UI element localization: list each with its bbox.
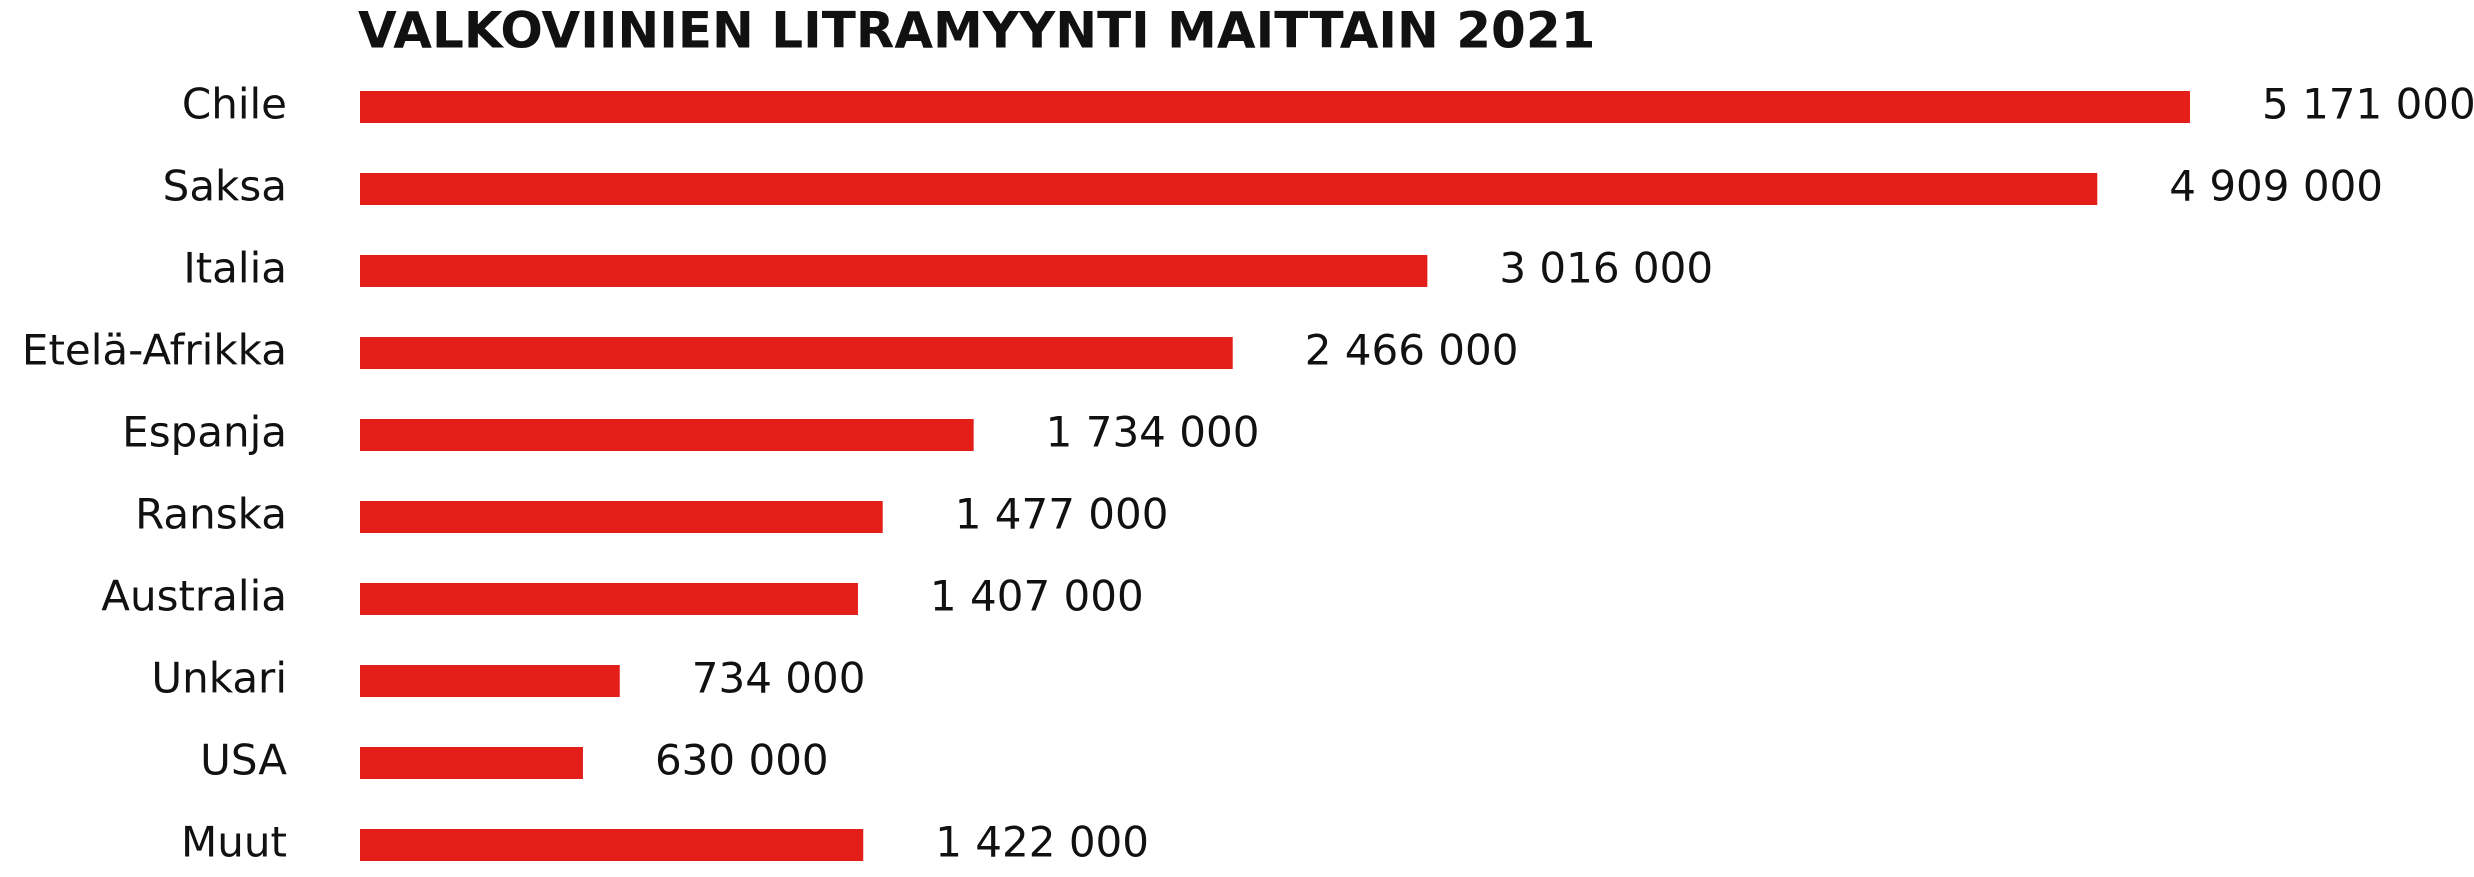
- value-label: 4 909 000: [2169, 162, 2383, 211]
- value-label: 2 466 000: [1305, 326, 1519, 375]
- value-label: 5 171 000: [2262, 80, 2474, 129]
- category-label: USA: [200, 736, 287, 785]
- value-label: 3 016 000: [1499, 244, 1713, 293]
- value-label: 734 000: [692, 654, 866, 703]
- value-label: 1 422 000: [935, 818, 1149, 867]
- category-label: Ranska: [135, 490, 287, 539]
- bar: [360, 337, 1233, 369]
- value-label: 1 734 000: [1046, 408, 1260, 457]
- bar: [360, 665, 620, 697]
- bar: [360, 583, 858, 615]
- bar: [360, 173, 2098, 205]
- bar: [360, 501, 883, 533]
- bar: [360, 829, 864, 861]
- category-label: Italia: [183, 244, 287, 293]
- bar: [360, 419, 974, 451]
- category-label: Australia: [101, 572, 287, 621]
- category-label: Saksa: [163, 162, 287, 211]
- value-label: 630 000: [655, 736, 829, 785]
- bar: [360, 747, 583, 779]
- bar: [360, 255, 1428, 287]
- category-label: Unkari: [151, 654, 287, 703]
- category-label: Chile: [182, 80, 287, 129]
- category-label: Espanja: [122, 408, 287, 457]
- category-label: Muut: [181, 818, 287, 867]
- bar: [360, 91, 2190, 123]
- chart-title: VALKOVIINIEN LITRAMYYNTI MAITTAIN 2021: [358, 2, 1595, 60]
- category-label: Etelä-Afrikka: [22, 326, 287, 375]
- value-label: 1 477 000: [955, 490, 1169, 539]
- value-label: 1 407 000: [930, 572, 1144, 621]
